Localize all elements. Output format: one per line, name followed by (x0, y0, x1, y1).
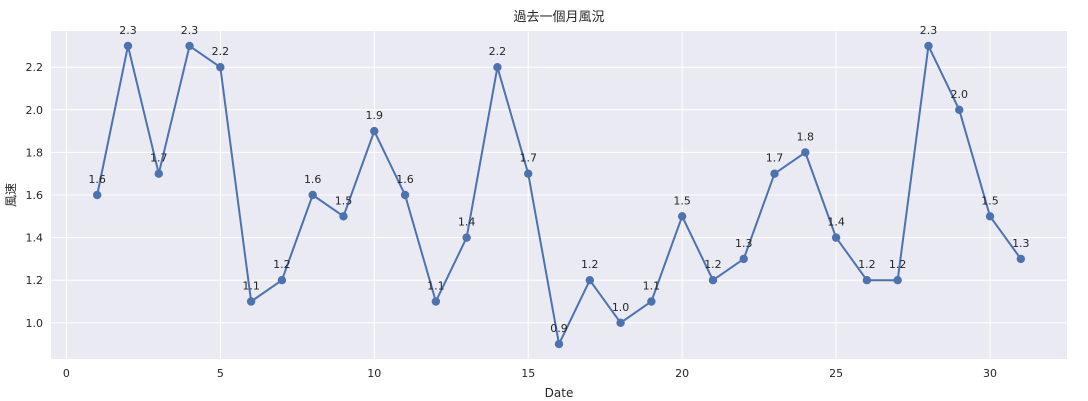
data-point (154, 169, 163, 178)
y-tick-label: 1.8 (26, 146, 44, 159)
data-label: 1.8 (797, 130, 815, 143)
data-point (92, 190, 102, 200)
data-label: 1.2 (273, 258, 291, 271)
data-label: 1.4 (827, 216, 845, 229)
chart-title: 過去一個月風況 (513, 10, 604, 25)
y-tick-label: 1.4 (26, 232, 44, 245)
data-point (524, 169, 533, 178)
data-point (985, 212, 995, 221)
data-point (647, 297, 656, 306)
data-label: 1.7 (519, 152, 537, 165)
data-point (185, 41, 194, 51)
data-point (831, 233, 841, 242)
y-tick-label: 2.0 (26, 104, 44, 117)
data-label: 1.3 (1012, 237, 1030, 250)
data-point (677, 212, 687, 221)
data-label: 1.4 (458, 216, 476, 229)
data-label: 0.9 (550, 322, 568, 335)
data-point (924, 41, 933, 51)
data-label: 1.1 (242, 279, 260, 292)
data-point (339, 212, 348, 221)
data-label: 1.6 (396, 173, 414, 186)
data-point (616, 318, 625, 327)
data-point (400, 190, 410, 200)
data-label: 1.1 (427, 279, 445, 292)
data-label: 1.7 (766, 152, 784, 165)
x-tick-label: 15 (521, 367, 535, 380)
data-point (893, 275, 902, 285)
data-label: 1.5 (981, 194, 999, 207)
data-label: 1.2 (889, 258, 907, 271)
data-label: 1.6 (304, 173, 322, 186)
data-point (801, 148, 810, 157)
data-label: 1.2 (858, 258, 876, 271)
x-tick-label: 10 (367, 367, 381, 380)
data-label: 1.3 (735, 237, 753, 250)
data-label: 1.2 (581, 258, 599, 271)
data-label: 1.0 (612, 301, 630, 314)
data-label: 1.1 (643, 279, 661, 292)
data-label: 2.3 (920, 24, 938, 37)
data-label: 2.3 (119, 24, 137, 37)
data-point (770, 169, 779, 178)
data-label: 1.5 (673, 194, 691, 207)
x-tick-label: 0 (63, 367, 70, 380)
y-tick-label: 1.2 (26, 274, 44, 287)
y-tick-label: 1.0 (26, 317, 44, 330)
data-point (554, 339, 564, 349)
data-label: 1.7 (150, 152, 168, 165)
x-axis-label: Date (545, 386, 574, 400)
data-label: 1.6 (88, 173, 106, 186)
data-point (585, 275, 594, 285)
data-label: 1.9 (366, 109, 384, 122)
data-label: 2.3 (181, 24, 199, 37)
y-tick-label: 2.2 (26, 61, 44, 74)
data-label: 1.2 (704, 258, 722, 271)
data-point (708, 275, 718, 285)
data-point (370, 126, 379, 136)
y-tick-label: 1.6 (26, 189, 44, 202)
x-tick-label: 5 (217, 367, 224, 380)
data-point (739, 254, 748, 264)
x-tick-label: 25 (829, 367, 843, 380)
data-point (431, 297, 441, 306)
data-point (246, 297, 256, 306)
data-point (493, 63, 502, 72)
y-axis-label: 風速 (4, 183, 18, 207)
data-label: 2.2 (212, 45, 230, 58)
data-point (308, 190, 317, 200)
data-point (123, 41, 133, 51)
data-point (1016, 254, 1026, 264)
data-label: 2.0 (950, 88, 968, 101)
plot-area: 1.0 1.2 1.4 1.6 1.8 2.0 2.2 0 5 10 15 20 25 30 1.6 2.3 1… (26, 24, 1067, 380)
x-tick-label: 30 (983, 367, 997, 380)
x-tick-label: 20 (675, 367, 689, 380)
data-label: 1.5 (335, 194, 353, 207)
data-point (216, 63, 225, 72)
data-point (862, 275, 872, 285)
data-point (462, 233, 471, 242)
data-point (955, 105, 964, 115)
data-point (277, 275, 287, 285)
data-label: 2.2 (489, 45, 507, 58)
